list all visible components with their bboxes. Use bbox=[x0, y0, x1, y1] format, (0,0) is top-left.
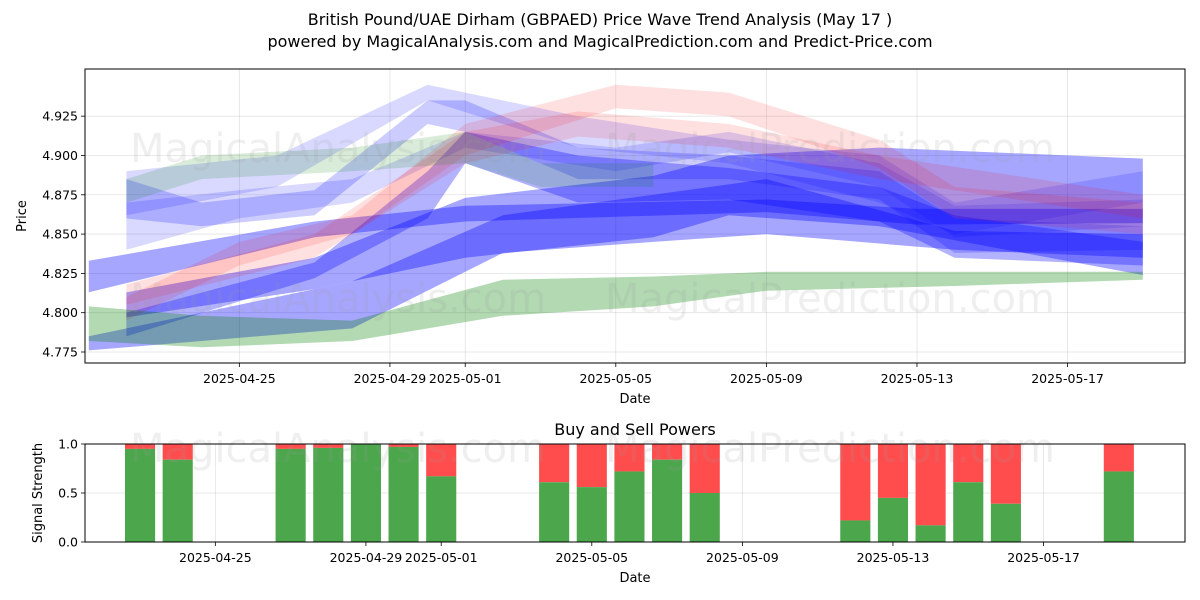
watermark-right-top: MagicalPrediction.com bbox=[605, 126, 1055, 172]
signal-x-tick-label: 2025-05-13 bbox=[857, 550, 930, 565]
buy-power-bar bbox=[313, 447, 344, 542]
signal-y-tick-label: 1.0 bbox=[58, 437, 78, 452]
buy-power-bar bbox=[877, 497, 909, 542]
signal-x-tick-label: 2025-05-05 bbox=[555, 550, 628, 565]
buy-power-bar bbox=[576, 487, 607, 542]
buy-power-bar bbox=[953, 482, 984, 542]
price-wave-bands bbox=[88, 84, 1143, 351]
signal-y-tick-label: 0.5 bbox=[58, 486, 78, 501]
price-y-axis-label: Price bbox=[15, 200, 30, 232]
buy-power-bar bbox=[990, 503, 1021, 542]
price-x-tick-label: 2025-04-25 bbox=[203, 371, 276, 386]
sell-power-bar bbox=[1103, 444, 1134, 472]
price-x-tick-label: 2025-05-09 bbox=[730, 371, 803, 386]
sell-power-bar bbox=[915, 444, 946, 526]
price-y-tick-label: 4.925 bbox=[42, 109, 78, 124]
watermark-left-middle: MagicalAnalysis.com bbox=[130, 276, 546, 322]
price-x-axis: 2025-04-25 2025-04-29 2025-05-01 2025-05-05… bbox=[203, 363, 1104, 386]
price-wave-band-9 bbox=[126, 111, 1143, 305]
sell-power-bar bbox=[953, 444, 984, 483]
sell-power-bar bbox=[614, 444, 645, 472]
signal-x-axis-label: Date bbox=[619, 571, 650, 586]
price-y-tick-label: 4.825 bbox=[42, 266, 78, 281]
signal-y-axis-label: Signal Strength bbox=[31, 443, 46, 543]
price-wave-band-11 bbox=[126, 131, 654, 203]
sell-power-bar bbox=[689, 444, 720, 493]
price-wave-band-3 bbox=[126, 147, 1143, 318]
signal-x-tick-label: 2025-04-25 bbox=[179, 550, 252, 565]
sell-power-bar bbox=[990, 444, 1021, 504]
signal-x-tick-label: 2025-05-09 bbox=[706, 550, 779, 565]
price-y-tick-label: 4.875 bbox=[42, 187, 78, 202]
sell-power-bar bbox=[576, 444, 607, 488]
price-y-tick-label: 4.775 bbox=[42, 344, 78, 359]
signal-chart-title: Buy and Sell Powers bbox=[554, 420, 716, 439]
sell-power-bar bbox=[426, 444, 457, 477]
buy-power-bar bbox=[124, 448, 156, 542]
sell-power-bar bbox=[877, 444, 909, 498]
chart-title-line1: British Pound/UAE Dirham (GBPAED) Price … bbox=[308, 10, 893, 29]
price-wave-band-4 bbox=[126, 131, 1143, 337]
signal-x-tick-label: 2025-05-17 bbox=[1007, 550, 1080, 565]
signal-x-tick-label: 2025-04-29 bbox=[330, 550, 403, 565]
signal-bars bbox=[124, 444, 1134, 542]
signal-y-tick-label: 0.0 bbox=[58, 535, 78, 550]
buy-power-bar bbox=[1103, 471, 1134, 542]
sell-power-bar bbox=[313, 444, 344, 448]
signal-x-tick-label: 2025-05-01 bbox=[405, 550, 478, 565]
signal-y-axis: 0.0 0.5 1.0 bbox=[58, 437, 85, 550]
price-wave-band-1 bbox=[88, 199, 1143, 293]
buy-power-bar bbox=[350, 444, 381, 542]
price-x-axis-label: Date bbox=[619, 392, 650, 407]
sell-power-bar bbox=[539, 444, 570, 483]
price-wave-band-5 bbox=[126, 100, 1143, 253]
price-x-tick-label: 2025-04-29 bbox=[354, 371, 427, 386]
watermark-right-bottom: MagicalPrediction.com bbox=[605, 426, 1055, 472]
buy-power-bar bbox=[652, 459, 683, 542]
price-x-tick-label: 2025-05-01 bbox=[429, 371, 502, 386]
price-wave-band-7 bbox=[126, 131, 1143, 250]
buy-power-bar bbox=[539, 482, 570, 542]
sell-power-bar bbox=[840, 444, 871, 521]
price-x-tick-label: 2025-05-13 bbox=[881, 371, 954, 386]
price-wave-band-2 bbox=[88, 179, 1143, 351]
chart-title-line2: powered by MagicalAnalysis.com and Magic… bbox=[267, 32, 932, 51]
price-y-tick-label: 4.900 bbox=[42, 148, 78, 163]
price-y-tick-label: 4.850 bbox=[42, 227, 78, 242]
buy-power-bar bbox=[275, 448, 306, 542]
sell-power-bar bbox=[162, 444, 193, 460]
buy-power-bar bbox=[388, 446, 419, 542]
buy-power-bar bbox=[689, 493, 720, 542]
sell-power-bar bbox=[275, 444, 306, 449]
price-y-axis: 4.775 4.800 4.825 4.850 4.875 4.900 4.925 bbox=[42, 109, 85, 359]
buy-power-bar bbox=[614, 471, 645, 542]
price-wave-band-6 bbox=[126, 84, 1143, 235]
buy-power-bar bbox=[915, 525, 946, 542]
price-x-tick-label: 2025-05-05 bbox=[579, 371, 652, 386]
buy-power-bar bbox=[426, 476, 457, 542]
buy-power-bar bbox=[840, 520, 871, 542]
sell-power-bar bbox=[124, 444, 156, 449]
price-plot-frame bbox=[84, 68, 1186, 364]
price-wave-band-10 bbox=[88, 271, 1143, 348]
signal-x-axis: 2025-04-25 2025-04-29 2025-05-01 2025-05-05… bbox=[179, 542, 1080, 565]
buy-power-bar bbox=[162, 459, 193, 542]
price-x-tick-label: 2025-05-17 bbox=[1031, 371, 1104, 386]
price-wave-band-8 bbox=[126, 84, 1143, 321]
price-y-tick-label: 4.800 bbox=[42, 305, 78, 320]
watermark-right-middle: MagicalPrediction.com bbox=[605, 276, 1055, 322]
watermark-left-bottom: MagicalAnalysis.com bbox=[130, 426, 546, 472]
watermark-left-top: MagicalAnalysis.com bbox=[130, 126, 546, 172]
price-grid bbox=[85, 69, 1185, 363]
sell-power-bar bbox=[652, 444, 683, 460]
sell-power-bar bbox=[388, 444, 419, 447]
